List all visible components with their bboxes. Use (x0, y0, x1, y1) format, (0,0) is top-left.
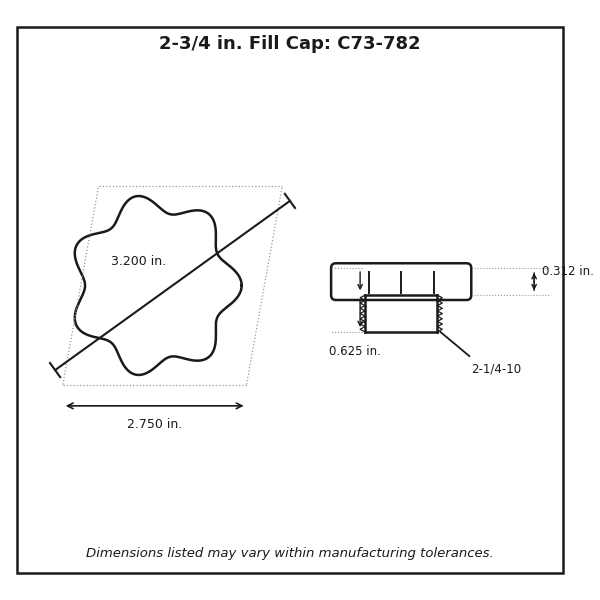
Text: 2-1/4-10: 2-1/4-10 (471, 363, 521, 376)
Text: 3.200 in.: 3.200 in. (111, 255, 166, 268)
Text: 0.312 in.: 0.312 in. (542, 265, 594, 278)
Text: 0.625 in.: 0.625 in. (329, 346, 381, 358)
Text: 2.750 in.: 2.750 in. (127, 418, 182, 431)
Text: Dimensions listed may vary within manufacturing tolerances.: Dimensions listed may vary within manufa… (86, 547, 494, 560)
Text: 2-3/4 in. Fill Cap: C73-782: 2-3/4 in. Fill Cap: C73-782 (159, 35, 421, 53)
